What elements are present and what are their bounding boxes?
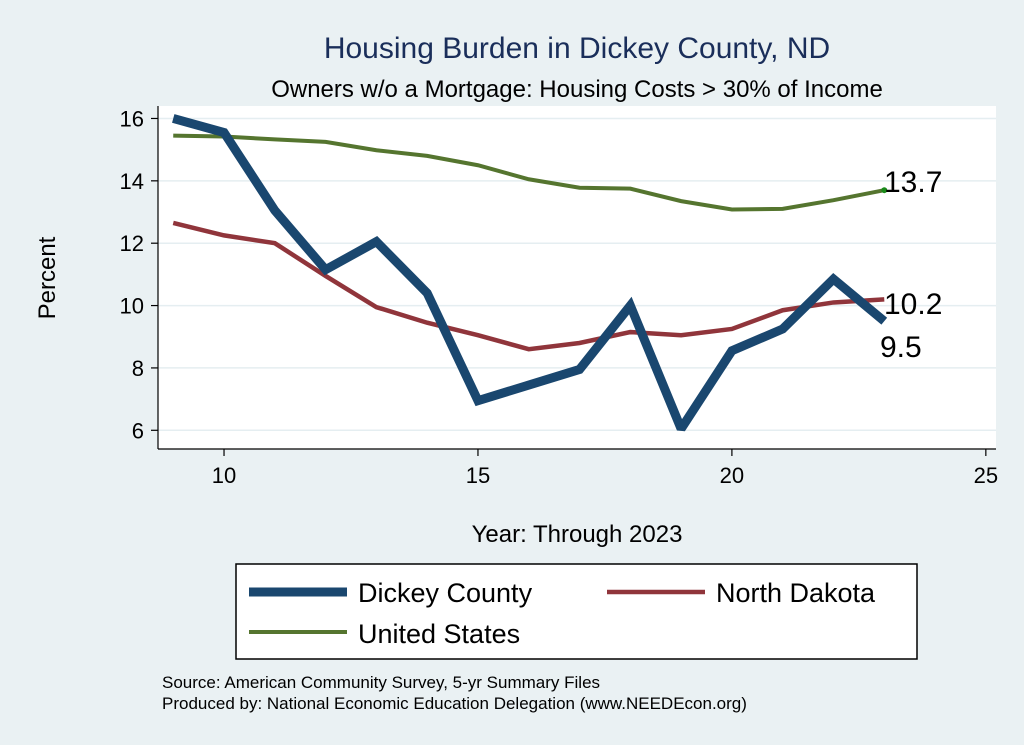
y-tick-label: 16 bbox=[120, 106, 144, 131]
producer-note: Produced by: National Economic Education… bbox=[162, 694, 747, 713]
chart-title: Housing Burden in Dickey County, ND bbox=[324, 32, 830, 65]
y-axis-ticks: 6 8 10 12 14 16 bbox=[120, 106, 158, 443]
y-tick-label: 14 bbox=[120, 169, 144, 194]
source-note: Source: American Community Survey, 5-yr … bbox=[162, 673, 600, 692]
end-label-dickey-county: 9.5 bbox=[880, 331, 922, 364]
end-label-united-states: 13.7 bbox=[884, 166, 942, 199]
end-marker-united-states bbox=[881, 187, 888, 194]
legend-label-north-dakota: North Dakota bbox=[716, 578, 876, 608]
chart-subtitle: Owners w/o a Mortgage: Housing Costs > 3… bbox=[271, 76, 883, 103]
series-line-north-dakota bbox=[172, 220, 885, 352]
plot-area bbox=[158, 106, 996, 449]
x-tick-label: 15 bbox=[466, 463, 490, 488]
x-axis-title: Year: Through 2023 bbox=[472, 521, 683, 548]
y-tick-label: 12 bbox=[120, 231, 144, 256]
x-tick-label: 10 bbox=[212, 463, 236, 488]
x-tick-label: 20 bbox=[720, 463, 744, 488]
x-axis-ticks: 10 15 20 25 bbox=[212, 449, 998, 488]
axes bbox=[157, 106, 996, 450]
legend: Dickey County North Dakota United States bbox=[235, 563, 918, 660]
legend-label-dickey-county: Dickey County bbox=[358, 578, 533, 608]
y-tick-label: 10 bbox=[120, 294, 144, 319]
series-line-dickey-county bbox=[172, 114, 888, 432]
y-tick-label: 8 bbox=[132, 356, 144, 381]
legend-label-united-states: United States bbox=[358, 619, 520, 649]
series-lines bbox=[172, 114, 888, 432]
series-line-united-states bbox=[173, 133, 885, 212]
x-tick-label: 25 bbox=[974, 463, 998, 488]
y-tick-label: 6 bbox=[132, 418, 144, 443]
end-label-north-dakota: 10.2 bbox=[884, 288, 942, 321]
y-axis-title: Percent bbox=[34, 236, 61, 319]
